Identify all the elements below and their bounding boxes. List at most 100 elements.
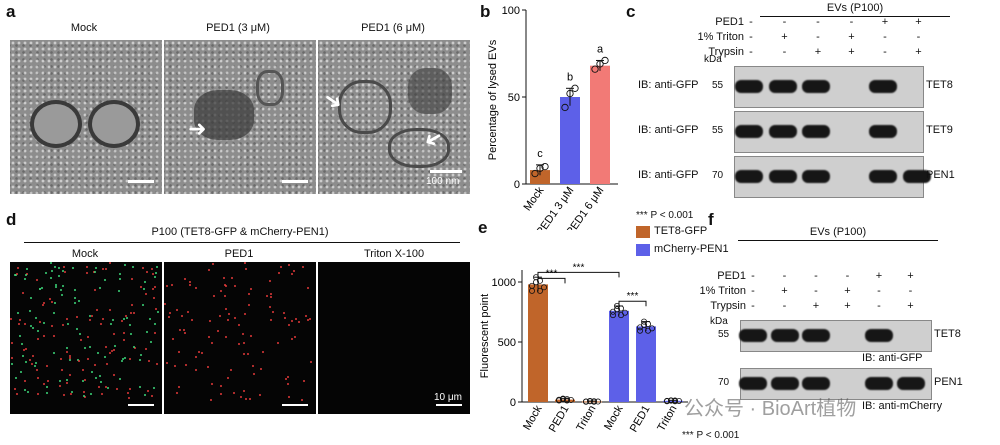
fluor-spot xyxy=(146,271,148,273)
em-scale-label: 100 nm xyxy=(426,176,460,187)
fluor-spot xyxy=(145,348,147,350)
fluor-spot xyxy=(245,398,247,400)
fluor-spot xyxy=(151,395,153,397)
fluor-spot xyxy=(208,336,210,338)
fluor-spot xyxy=(131,304,133,306)
e-point xyxy=(529,282,536,289)
fluor-spot xyxy=(269,280,271,282)
fluor-spot xyxy=(89,319,91,321)
fluor-spot xyxy=(145,293,147,295)
e-point xyxy=(595,398,602,405)
fluor-spot xyxy=(113,333,115,335)
c-band xyxy=(869,170,897,183)
fluor-spot xyxy=(133,346,135,348)
fluor-spot xyxy=(220,290,222,292)
fluor-spot xyxy=(211,342,213,344)
fluor-spot xyxy=(152,273,154,275)
fluor-spot xyxy=(283,312,285,314)
fluor-spot xyxy=(191,319,193,321)
c-row-label: PED1 xyxy=(715,16,744,28)
fluor-spot xyxy=(105,386,107,388)
fluor-spot xyxy=(32,327,34,329)
fluor-spot xyxy=(225,336,227,338)
b-point xyxy=(571,84,579,92)
fluor-spot xyxy=(248,293,250,295)
fluor-spot xyxy=(142,304,144,306)
fluor-spot xyxy=(285,378,287,380)
f-band xyxy=(739,377,767,390)
f-band xyxy=(865,377,893,390)
e-point xyxy=(609,312,616,319)
fluor-spot xyxy=(139,386,141,388)
fluor-spot xyxy=(240,396,242,398)
fluor-spot xyxy=(144,394,146,396)
fluor-spot xyxy=(129,388,131,390)
fluor-spot xyxy=(84,379,86,381)
f-band xyxy=(865,329,893,342)
fluor-spot xyxy=(82,369,84,371)
fluor-spot xyxy=(89,315,91,317)
fluor-spot xyxy=(119,278,121,280)
fluor-spot xyxy=(253,373,255,375)
fluor-spot xyxy=(119,378,121,380)
fluor-header: P100 (TET8-GFP & mCherry-PEN1) xyxy=(151,226,329,238)
fluor-image-triton: 10 μm xyxy=(318,262,470,414)
f-sign: - xyxy=(751,285,755,297)
panel-a-letter: a xyxy=(6,2,16,21)
fluor-spot xyxy=(284,317,286,319)
fluor-spot xyxy=(112,319,114,321)
fluor-spot xyxy=(35,362,37,364)
fluor-spot xyxy=(174,365,176,367)
fluor-spot xyxy=(51,325,53,327)
legend-tet8: TET8-GFP xyxy=(654,225,708,237)
c-sign: - xyxy=(816,31,820,43)
b-ytick-label: 100 xyxy=(502,5,520,17)
c-sign: + xyxy=(915,46,922,58)
fluor-spot xyxy=(225,308,227,310)
c-band xyxy=(869,125,897,138)
f-sign: - xyxy=(814,270,818,282)
em-label-ped1-3: PED1 (3 μM) xyxy=(206,22,270,34)
e-point xyxy=(613,303,620,310)
e-bar xyxy=(528,284,548,402)
f-band xyxy=(896,377,925,390)
fluor-spot xyxy=(280,266,282,268)
fluor-spot xyxy=(288,264,290,266)
c-mw: 70 xyxy=(712,170,724,181)
fluor-spot xyxy=(43,383,45,385)
fluor-spot xyxy=(244,262,246,264)
e-xtick-label: PED1 xyxy=(547,404,572,435)
fluor-spot xyxy=(307,319,309,321)
fluor-spot xyxy=(84,347,86,349)
fluor-spot xyxy=(238,324,240,326)
fluor-spot xyxy=(148,360,150,362)
fluor-spot xyxy=(46,365,48,367)
fluor-spot xyxy=(220,385,222,387)
fluor-spot xyxy=(252,365,254,367)
fluor-spot xyxy=(224,295,226,297)
e-point xyxy=(541,284,548,291)
fluor-spot xyxy=(121,320,123,322)
fluor-spot xyxy=(20,371,22,373)
fluor-spot xyxy=(91,371,93,373)
c-sign: - xyxy=(782,16,787,28)
fluor-spot xyxy=(27,391,29,393)
fluor-spot xyxy=(277,342,279,344)
fluor-spot xyxy=(171,284,173,286)
fluor-spot xyxy=(94,271,96,273)
b-point xyxy=(591,65,599,73)
fluor-spot xyxy=(184,278,186,280)
fluor-spot xyxy=(51,270,53,272)
fluor-spot xyxy=(82,380,84,382)
fluor-spot xyxy=(51,301,53,303)
c-sign: + xyxy=(848,46,855,58)
fluor-spot xyxy=(62,324,64,326)
e-point xyxy=(591,398,598,405)
e-xtick-label: Triton xyxy=(574,404,598,434)
fluor-spot xyxy=(69,355,71,357)
fluor-spot xyxy=(227,319,229,321)
f-header-rule xyxy=(738,240,938,241)
fluor-spot xyxy=(60,289,62,291)
fluor-spot xyxy=(84,396,86,398)
